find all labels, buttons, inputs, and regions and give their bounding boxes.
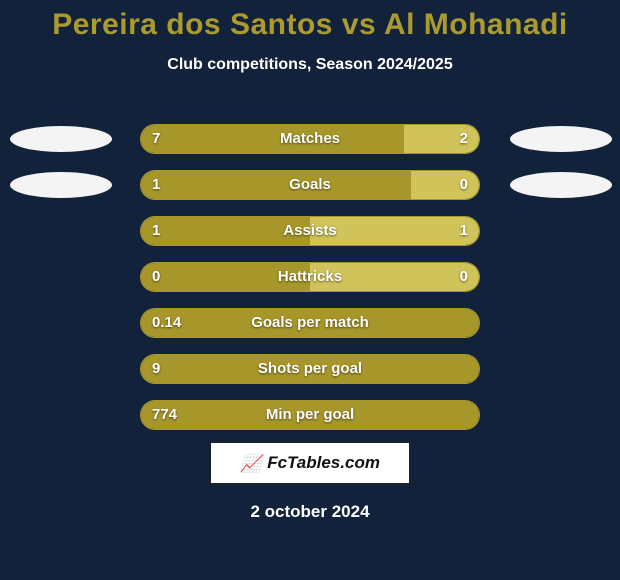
stat-bar-track — [140, 262, 480, 292]
stat-bar-right-segment — [310, 217, 479, 245]
stat-bar-left-segment — [141, 401, 479, 429]
stat-row: Assists11 — [0, 216, 620, 246]
player-a-name: Pereira dos Santos — [52, 8, 333, 41]
stat-bar-track — [140, 216, 480, 246]
stat-bar-track — [140, 124, 480, 154]
stat-bar-left-segment — [141, 171, 411, 199]
stat-bar-left-segment — [141, 125, 404, 153]
stat-bar-track — [140, 308, 480, 338]
stat-row: Hattricks00 — [0, 262, 620, 292]
stat-bar-right-segment — [404, 125, 479, 153]
player-b-badge — [510, 126, 612, 152]
brand-logo: 📈 FcTables.com — [210, 442, 410, 484]
chart-icon: 📈 — [240, 455, 261, 472]
subtitle: Club competitions, Season 2024/2025 — [0, 56, 620, 74]
vs-separator: vs — [342, 8, 376, 41]
player-a-badge — [10, 172, 112, 198]
stat-row: Shots per goal9 — [0, 354, 620, 384]
stat-bar-left-segment — [141, 355, 479, 383]
stat-bar-left-segment — [141, 217, 310, 245]
comparison-canvas: Pereira dos Santos vs Al Mohanadi Club c… — [0, 0, 620, 580]
date-label: 2 october 2024 — [0, 502, 620, 522]
stat-bar-left-segment — [141, 309, 479, 337]
stat-bar-right-segment — [310, 263, 479, 291]
player-b-name: Al Mohanadi — [384, 8, 568, 41]
stat-bar-track — [140, 170, 480, 200]
stat-row: Goals per match0.14 — [0, 308, 620, 338]
page-title: Pereira dos Santos vs Al Mohanadi — [0, 0, 620, 42]
player-b-badge — [510, 172, 612, 198]
stat-bar-track — [140, 400, 480, 430]
stat-bar-track — [140, 354, 480, 384]
player-a-badge — [10, 126, 112, 152]
stat-bar-right-segment — [411, 171, 479, 199]
stat-bar-left-segment — [141, 263, 310, 291]
stat-rows-container: Matches72Goals10Assists11Hattricks00Goal… — [0, 124, 620, 446]
brand-text: FcTables.com — [267, 453, 380, 473]
stat-row: Min per goal774 — [0, 400, 620, 430]
